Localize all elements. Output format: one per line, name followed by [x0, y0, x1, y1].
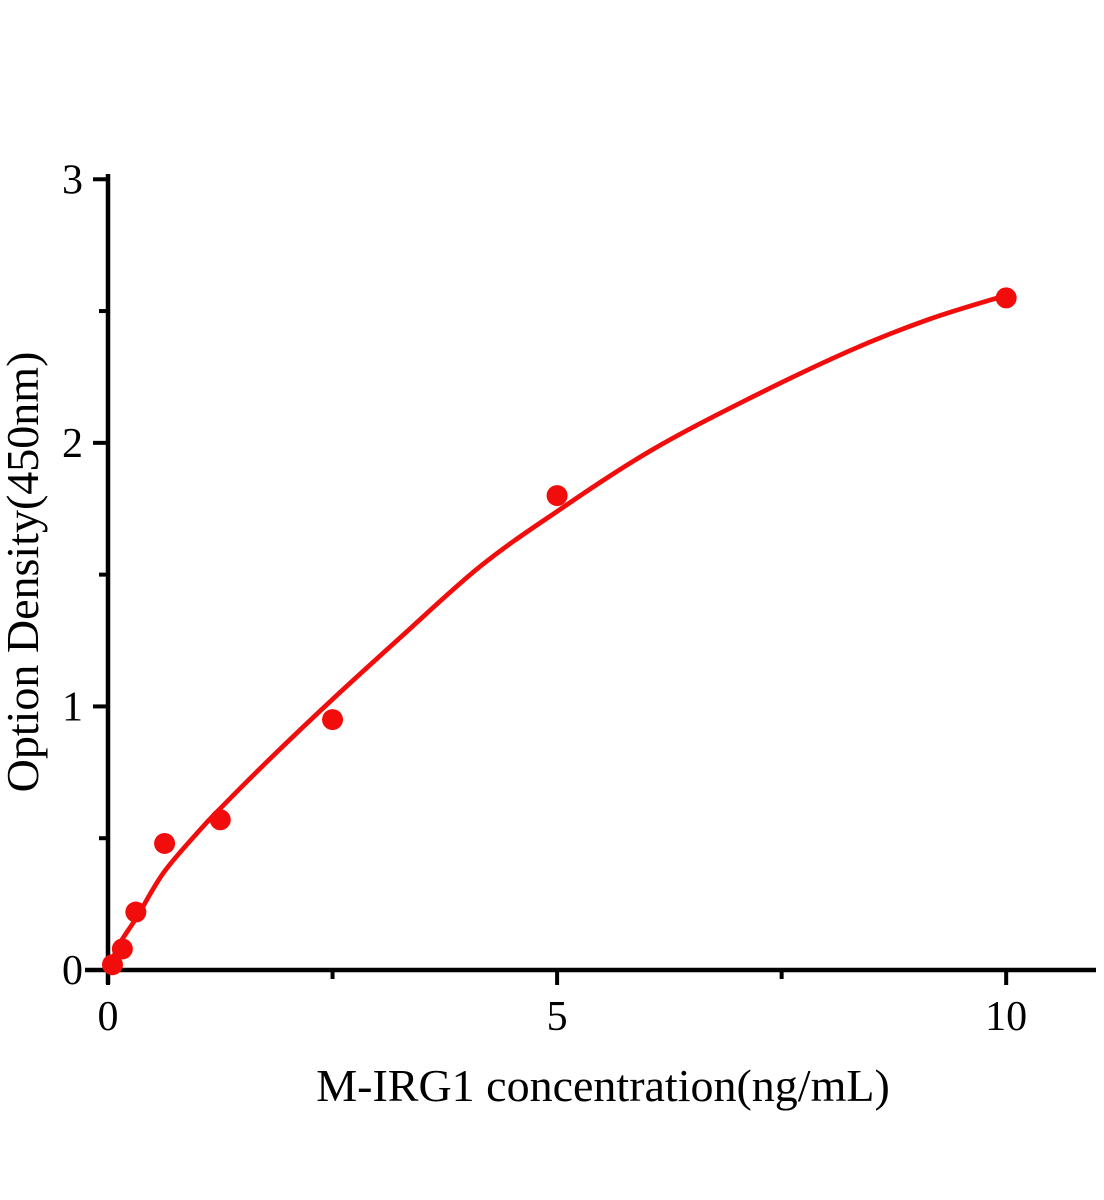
- data-point-marker: [995, 287, 1017, 309]
- y-tick-label: 2: [62, 421, 83, 467]
- y-tick-label: 0: [62, 948, 83, 994]
- y-tick-label: 1: [62, 684, 83, 730]
- axes-layer: [85, 174, 1096, 985]
- tick-label-layer: 0 5 10 0 1 2 3: [62, 157, 1027, 1040]
- data-point-marker: [546, 485, 568, 507]
- data-point-marker: [209, 809, 231, 831]
- x-tick-label: 5: [547, 994, 568, 1040]
- y-tick-label: 3: [62, 157, 83, 203]
- x-axis-title: M-IRG1 concentration(ng/mL): [316, 1060, 890, 1111]
- data-layer: [101, 287, 1017, 976]
- x-tick-label: 10: [985, 994, 1027, 1040]
- data-point-marker: [154, 832, 176, 854]
- data-point-marker: [322, 709, 344, 731]
- data-point-marker: [125, 901, 147, 923]
- fit-curve: [105, 292, 1009, 973]
- data-point-marker: [101, 954, 123, 976]
- y-axis-title: Option Density(450nm): [0, 352, 48, 793]
- x-tick-label: 0: [98, 994, 119, 1040]
- data-point-marker: [111, 938, 133, 960]
